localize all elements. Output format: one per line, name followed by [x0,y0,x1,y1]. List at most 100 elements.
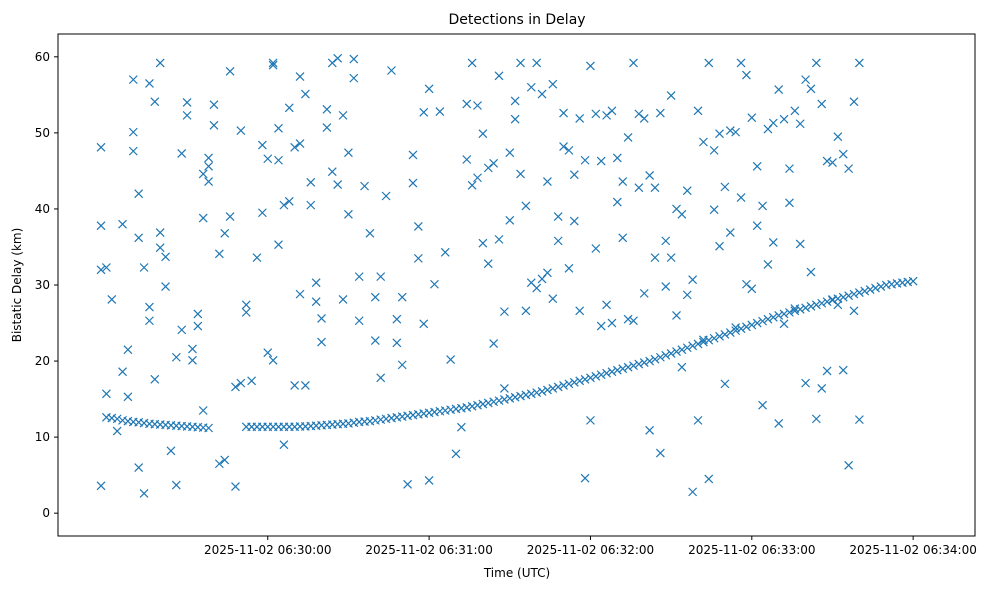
data-point [639,288,649,298]
data-point [639,114,649,123]
data-point [543,268,552,278]
data-point [849,306,859,316]
data-point [811,58,821,68]
data-point [516,391,525,401]
data-point [790,106,800,116]
data-point [96,265,106,275]
data-point [629,361,638,371]
data-point [564,263,574,273]
data-point [865,285,875,294]
data-point [424,84,434,94]
data-point [854,415,864,425]
data-point [629,316,638,326]
data-point [559,380,568,390]
data-point [306,177,316,187]
data-point [790,304,800,314]
data-point [473,400,482,410]
data-point [688,341,698,351]
data-point [268,60,278,70]
y-axis-ticks: 0 10 20 30 40 50 60 [35,50,58,520]
data-point [145,316,154,326]
data-point [209,120,219,130]
data-point [279,440,289,450]
data-point [145,79,154,88]
data-point [370,336,380,345]
data-point [774,310,784,320]
data-point [645,356,655,366]
data-point [134,463,144,472]
data-point [860,286,870,296]
data-point [505,148,515,158]
data-point [569,377,579,387]
data-point [612,153,622,163]
data-point [499,395,509,404]
data-point [188,355,197,365]
data-point [559,142,568,151]
data-point [720,379,730,389]
data-point [553,382,563,392]
data-point [413,253,423,263]
data-point [96,142,106,152]
data-point [709,205,719,215]
data-point [559,108,568,118]
data-point [193,321,203,331]
data-point [236,378,246,388]
data-point [290,142,300,152]
data-point [521,390,531,400]
data-point [677,209,687,219]
data-point [623,314,633,324]
data-point [236,126,246,136]
data-point [344,148,353,158]
data-point [327,167,337,177]
data-point [752,221,762,231]
data-point [607,367,617,377]
data-point [763,260,773,269]
data-point [580,374,590,384]
data-point [693,339,703,349]
data-point [510,114,520,124]
data-point [569,170,579,180]
data-point [752,161,762,171]
data-point [801,75,811,85]
data-point [795,119,805,129]
data-point [268,58,278,68]
data-point [462,99,472,109]
data-point [666,349,676,358]
data-point [779,114,789,124]
data-point [435,107,445,117]
data-point [811,414,821,424]
data-point [101,263,111,272]
data-point [715,129,724,139]
data-point [596,156,606,166]
data-point [774,419,784,428]
data-point [741,70,751,80]
data-point [596,321,606,331]
data-point [801,303,811,313]
data-point [446,355,456,364]
data-point [591,371,601,381]
data-point [462,403,472,412]
y-axis-label: Bistatic Delay (km) [10,228,24,343]
data-point [704,474,714,484]
data-point [456,422,466,432]
data-point [779,319,789,329]
data-point [543,385,552,395]
data-point [467,401,477,411]
data-point [854,58,864,68]
data-point [768,312,778,322]
data-point [639,358,649,368]
data-point [155,58,165,68]
data-point [295,289,305,299]
data-point [521,201,531,211]
axes-frame [57,33,976,537]
data-point [548,384,558,393]
data-point [499,307,509,317]
data-point [198,213,208,223]
data-point [516,169,525,179]
data-point [494,71,504,81]
data-point [731,326,741,336]
data-point [376,272,386,282]
data-point [747,284,757,294]
data-point [96,481,106,491]
data-point [811,300,821,310]
